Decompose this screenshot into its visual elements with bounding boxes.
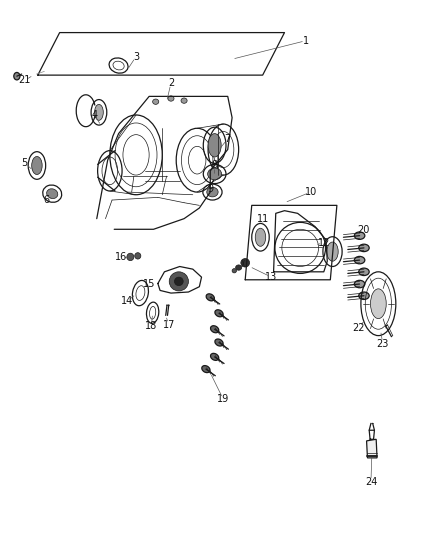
Text: 6: 6: [43, 195, 49, 205]
Ellipse shape: [354, 256, 365, 264]
Ellipse shape: [208, 168, 222, 180]
Ellipse shape: [127, 253, 134, 261]
Text: 4: 4: [92, 110, 98, 120]
Text: 1: 1: [303, 36, 309, 45]
Ellipse shape: [241, 259, 250, 267]
Text: 23: 23: [377, 338, 389, 349]
Text: 9: 9: [207, 184, 213, 195]
Polygon shape: [367, 439, 377, 458]
Ellipse shape: [236, 265, 242, 270]
Text: 10: 10: [304, 187, 317, 197]
Text: 13: 13: [265, 272, 278, 282]
Text: 8: 8: [212, 160, 218, 171]
Ellipse shape: [169, 272, 188, 291]
Text: 20: 20: [357, 225, 369, 236]
Ellipse shape: [211, 326, 219, 333]
Text: 17: 17: [162, 320, 175, 330]
Ellipse shape: [174, 277, 183, 286]
Ellipse shape: [95, 104, 103, 120]
Ellipse shape: [181, 98, 187, 103]
Ellipse shape: [255, 228, 266, 246]
Text: 15: 15: [143, 279, 155, 288]
Ellipse shape: [354, 232, 365, 239]
Text: 16: 16: [115, 252, 127, 262]
Ellipse shape: [232, 269, 237, 273]
Ellipse shape: [168, 96, 174, 101]
Text: 22: 22: [353, 322, 365, 333]
Text: 5: 5: [21, 158, 28, 168]
Ellipse shape: [359, 292, 369, 300]
Ellipse shape: [14, 72, 20, 80]
Ellipse shape: [207, 187, 218, 197]
Ellipse shape: [215, 339, 223, 346]
Ellipse shape: [327, 242, 338, 261]
Text: 24: 24: [365, 477, 377, 487]
Ellipse shape: [211, 353, 219, 360]
Ellipse shape: [152, 99, 159, 104]
Ellipse shape: [354, 280, 365, 288]
Ellipse shape: [46, 189, 58, 199]
Text: 14: 14: [121, 296, 134, 306]
Text: 7: 7: [225, 134, 231, 144]
Ellipse shape: [215, 310, 223, 317]
Ellipse shape: [371, 289, 386, 319]
Ellipse shape: [32, 157, 42, 174]
Text: 12: 12: [318, 238, 330, 247]
Ellipse shape: [206, 294, 214, 301]
Text: 11: 11: [257, 214, 269, 224]
Ellipse shape: [135, 253, 141, 259]
Ellipse shape: [208, 134, 221, 157]
Ellipse shape: [359, 268, 369, 276]
Ellipse shape: [359, 244, 369, 252]
Text: 18: 18: [145, 321, 157, 331]
Ellipse shape: [202, 366, 210, 373]
Text: 3: 3: [133, 52, 139, 61]
Text: 21: 21: [18, 76, 31, 85]
Text: 2: 2: [168, 78, 174, 88]
Text: 19: 19: [217, 394, 230, 405]
